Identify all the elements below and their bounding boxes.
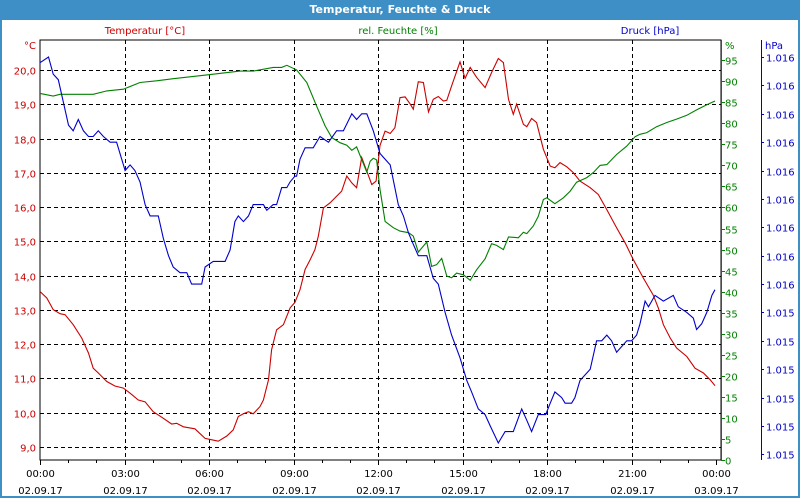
x-tick-date: 02.09.17 [103, 486, 148, 497]
x-tick-time: 15:00 [449, 469, 478, 480]
x-tick-date: 02.09.17 [525, 486, 570, 497]
x-tick-time: 09:00 [280, 469, 309, 480]
pressure-tick-label: 1.016 [766, 253, 795, 264]
x-tick-time: 12:00 [364, 469, 393, 480]
x-tick-time: 00:00 [26, 469, 55, 480]
pressure-tick-label: 1.015 [766, 338, 795, 349]
humidity-tick-label: 60 [725, 204, 738, 215]
humidity-tick-label: 65 [725, 183, 738, 194]
x-tick-time: 21:00 [618, 469, 647, 480]
x-tick-date: 02.09.17 [187, 486, 232, 497]
pressure-series-line [39, 56, 716, 445]
pressure-tick-label: 1.016 [766, 224, 795, 235]
pressure-tick-label: 1.015 [766, 309, 795, 320]
plot-area [39, 39, 722, 461]
pressure-tick-label: 1.016 [766, 54, 795, 65]
legend-pressure: Druck [hPa] [621, 26, 680, 37]
pressure-unit-label: hPa [765, 41, 783, 52]
pressure-tick-label: 1.016 [766, 168, 795, 179]
humidity-tick-label: 35 [725, 310, 738, 321]
humidity-tick-label: 80 [725, 120, 738, 131]
humidity-tick-label: 90 [725, 78, 738, 89]
temperature-tick-label: 19,0 [14, 101, 36, 112]
x-tick-time: 18:00 [533, 469, 562, 480]
temperature-tick-label: 11,0 [14, 375, 36, 386]
temperature-tick-label: 15,0 [14, 238, 36, 249]
humidity-tick-label: 55 [725, 226, 738, 237]
humidity-tick-label: 15 [725, 394, 738, 405]
window-title: Temperatur, Feuchte & Druck [0, 0, 800, 20]
humidity-tick-label: 40 [725, 289, 738, 300]
humidity-unit-label: % [725, 41, 735, 52]
temperature-unit-label: °C [24, 41, 36, 52]
pressure-tick-label: 1.016 [766, 139, 795, 150]
pressure-tick-label: 1.016 [766, 281, 795, 292]
x-tick-date: 02.09.17 [272, 486, 317, 497]
x-tick-date: 02.09.17 [18, 486, 63, 497]
humidity-tick-label: 70 [725, 162, 738, 173]
pressure-tick-label: 1.015 [766, 451, 795, 462]
temperature-tick-label: 17,0 [14, 170, 36, 181]
pressure-tick-label: 1.015 [766, 395, 795, 406]
legend-humidity: rel. Feuchte [%] [358, 26, 437, 37]
pressure-tick-label: 1.016 [766, 111, 795, 122]
x-tick-date: 02.09.17 [610, 486, 655, 497]
x-tick-date: 02.09.17 [441, 486, 486, 497]
temperature-tick-label: 12,0 [14, 341, 36, 352]
temperature-tick-label: 14,0 [14, 273, 36, 284]
humidity-tick-label: 30 [725, 331, 738, 342]
temperature-tick-label: 13,0 [14, 307, 36, 318]
humidity-tick-label: 10 [725, 415, 738, 426]
humidity-tick-label: 5 [725, 436, 731, 447]
pressure-tick-label: 1.016 [766, 82, 795, 93]
x-tick-time: 03:00 [111, 469, 140, 480]
temperature-tick-label: 16,0 [14, 204, 36, 215]
temperature-tick-label: 9,0 [20, 444, 36, 455]
humidity-tick-label: 85 [725, 99, 738, 110]
x-tick-date: 03.09.17 [694, 486, 739, 497]
pressure-tick-label: 1.015 [766, 423, 795, 434]
temperature-tick-label: 20,0 [14, 67, 36, 78]
humidity-tick-label: 20 [725, 373, 738, 384]
humidity-tick-label: 45 [725, 268, 738, 279]
x-tick-date: 02.09.17 [356, 486, 401, 497]
humidity-tick-label: 0 [725, 457, 731, 468]
humidity-tick-label: 50 [725, 247, 738, 258]
humidity-series-line [39, 64, 716, 282]
pressure-tick-label: 1.015 [766, 366, 795, 377]
legend-temperature: Temperatur [°C] [104, 26, 185, 37]
x-tick-time: 00:00 [702, 469, 731, 480]
temperature-series-line [39, 57, 716, 442]
pressure-tick-label: 1.016 [766, 196, 795, 207]
temperature-tick-label: 18,0 [14, 136, 36, 147]
x-tick-time: 06:00 [195, 469, 224, 480]
temperature-tick-label: 10,0 [14, 410, 36, 421]
humidity-tick-label: 95 [725, 57, 738, 68]
humidity-tick-label: 25 [725, 352, 738, 363]
humidity-tick-label: 75 [725, 141, 738, 152]
